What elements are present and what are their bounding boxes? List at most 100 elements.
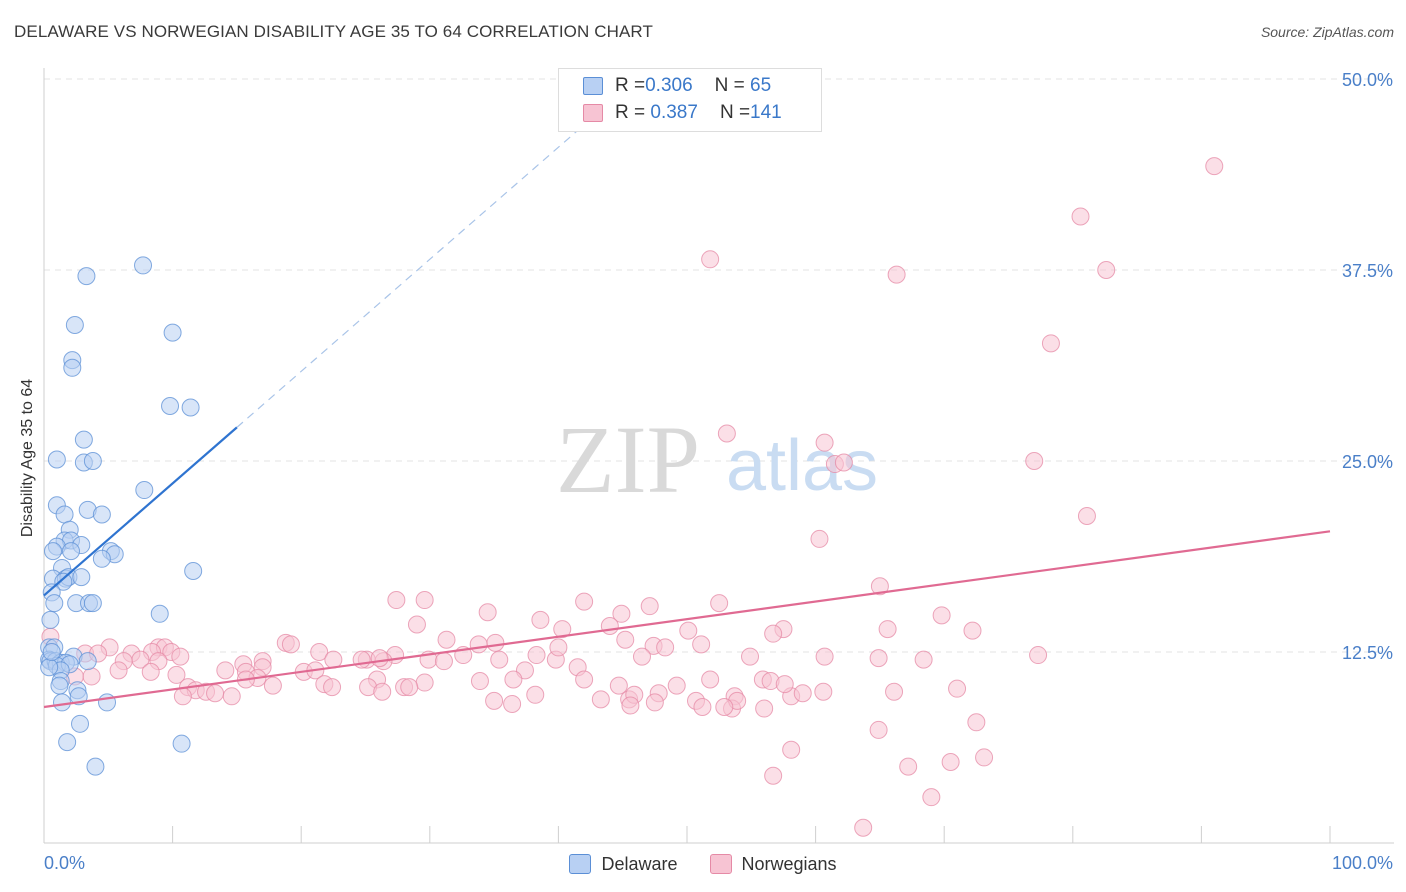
delaware-point [184, 562, 203, 581]
norwegians-point [869, 649, 888, 668]
source-label: Source: ZipAtlas.com [1260, 24, 1394, 40]
legend-label-norwegians: Norwegians [741, 853, 837, 874]
norwegians-point [885, 682, 904, 701]
norwegians-point [109, 661, 128, 680]
norwegians-point [575, 592, 594, 611]
norwegians-point [415, 591, 434, 610]
norwegians-point [1077, 507, 1096, 526]
delaware-point [74, 430, 93, 449]
stats-r-value: 0.306 [645, 75, 693, 96]
norwegians-point [793, 684, 812, 703]
norwegians-point [263, 676, 282, 695]
norwegians-point [914, 650, 933, 669]
norwegians-point [206, 684, 225, 703]
delaware-point [98, 693, 117, 712]
norwegians-point [701, 250, 720, 269]
norwegians-point [645, 693, 664, 712]
norwegians-point [373, 682, 392, 701]
norwegians-point [387, 591, 406, 610]
norwegians-point [692, 635, 711, 654]
norwegians-point [504, 670, 523, 689]
norwegians-point [755, 699, 774, 718]
norwegians-trend-line [43, 530, 1331, 709]
legend-item-delaware[interactable]: Delaware [569, 853, 678, 875]
norwegians-point [963, 621, 982, 640]
delaware-point [83, 452, 102, 470]
norwegians-point [1025, 452, 1044, 470]
watermark-atlas: atlas [726, 426, 878, 506]
norwegians-point [591, 690, 610, 709]
norwegians-point [854, 818, 873, 837]
delaware-point [47, 450, 66, 469]
x-tick-label-min: 0.0% [44, 853, 85, 873]
data-points [40, 157, 1224, 837]
norwegians-point [710, 594, 729, 613]
delaware-point [77, 267, 96, 286]
norwegians-point [600, 617, 619, 636]
norwegians-point [667, 676, 686, 695]
delaware-trend-extension [236, 124, 585, 428]
delaware-point [71, 714, 90, 733]
norwegians-point [810, 529, 829, 548]
norwegians-point [621, 696, 640, 715]
norwegians-point [679, 621, 698, 640]
delaware-point [50, 676, 69, 695]
norwegians-point [878, 620, 897, 639]
legend: Delaware Norwegians [0, 850, 1406, 878]
norwegians-point [323, 678, 342, 697]
norwegians-point [485, 691, 504, 710]
delaware-point [92, 549, 111, 568]
norwegians-point [1029, 646, 1048, 665]
norwegians-point [715, 698, 734, 717]
norwegians-point [922, 788, 941, 807]
norwegians-point [775, 675, 794, 694]
y-tick-label: 25.0% [1342, 452, 1393, 472]
norwegians-point [526, 685, 545, 704]
delaware-point [55, 505, 74, 524]
tick-labels: 12.5% 25.0% 37.5% 50.0% 0.0% 100.0% [44, 70, 1393, 873]
legend-item-norwegians[interactable]: Norwegians [709, 853, 837, 875]
norwegians-point [549, 638, 568, 657]
norwegians-point [834, 453, 853, 472]
stats-n-value: 65 [744, 75, 772, 96]
norwegians-point [370, 649, 389, 668]
norwegians-point [527, 646, 546, 665]
delaware-point [72, 568, 91, 587]
legend-swatch-delaware [569, 854, 592, 874]
norwegians-point [1041, 334, 1060, 353]
norwegians-point [437, 630, 456, 649]
norwegians-point [1097, 261, 1116, 279]
norwegians-point [531, 610, 550, 629]
watermark: ZIP atlas [556, 406, 878, 513]
norwegians-point [167, 665, 186, 684]
y-tick-label: 12.5% [1342, 643, 1393, 663]
norwegians-point [216, 661, 235, 680]
stats-row-norwegians: R = 0.387 N = 141 [583, 100, 782, 126]
norwegians-point [469, 635, 488, 654]
watermark-zip: ZIP [556, 406, 700, 513]
norwegians-point [141, 662, 160, 681]
norwegians-point [741, 647, 760, 666]
stats-row-delaware: R = 0.306 N = 65 [583, 73, 771, 99]
norwegians-point [553, 620, 572, 639]
norwegians-point [948, 679, 967, 698]
norwegians-point [814, 682, 833, 701]
norwegians-point [782, 740, 801, 759]
delaware-point [150, 604, 169, 623]
delaware-point [41, 610, 60, 629]
delaware-point [54, 572, 73, 591]
y-tick-label: 50.0% [1342, 70, 1393, 90]
y-tick-label: 37.5% [1342, 261, 1393, 281]
x-tick-label-max: 100.0% [1332, 853, 1393, 873]
trend-lines [43, 124, 1331, 709]
norwegians-point [1205, 157, 1224, 176]
stats-n-label: N = [719, 102, 751, 123]
delaware-point [44, 542, 63, 561]
norwegians-point [932, 606, 951, 625]
legend-label-delaware: Delaware [601, 853, 678, 874]
norwegians-point [503, 694, 522, 713]
delaware-point [92, 505, 111, 524]
stats-swatch-delaware [583, 77, 603, 95]
norwegians-point [764, 766, 783, 785]
delaware-point [45, 594, 64, 613]
